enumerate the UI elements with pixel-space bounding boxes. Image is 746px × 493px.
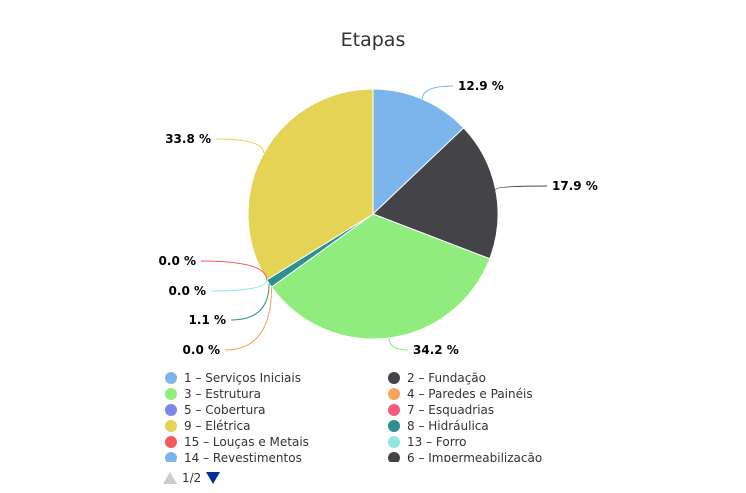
legend-marker-icon (388, 436, 400, 448)
legend-label: 9 – Elétrica (184, 419, 251, 433)
legend-marker-icon (165, 372, 177, 384)
legend-item[interactable]: 2 – Fundação (388, 370, 486, 386)
data-label-9-el-trica: 33.8 % (165, 132, 211, 146)
legend-item[interactable]: 6 – Impermeabilização (388, 450, 542, 462)
legend-item[interactable]: 8 – Hidráulica (388, 418, 489, 434)
connector-15-lou-as-e-metais (200, 260, 268, 280)
legend-marker-icon (165, 436, 177, 448)
pie-slice-3-estrutura[interactable] (270, 213, 491, 340)
legend: 1 – Serviços Iniciais 2 – Fundação 3 – Est… (165, 370, 585, 462)
pie-slice-1-servi-os-iniciais[interactable] (372, 88, 465, 216)
legend-item[interactable]: 14 – Revestimentos (165, 450, 302, 462)
legend-label: 4 – Paredes e Painéis (407, 387, 533, 401)
legend-marker-icon (165, 388, 177, 400)
chart-title: Etapas (341, 29, 406, 51)
legend-marker-icon (388, 420, 400, 432)
legend-item[interactable]: 5 – Cobertura (165, 402, 266, 418)
connector-2-funda-o (495, 185, 548, 191)
legend-item[interactable]: 9 – Elétrica (165, 418, 251, 434)
legend-label: 1 – Serviços Iniciais (184, 371, 301, 385)
legend-label: 15 – Louças e Metais (184, 435, 309, 449)
data-label-1-servi-os-iniciais: 12.9 % (458, 79, 504, 93)
data-label-15-lou-as-e-metais: 0.0 % (159, 254, 196, 268)
legend-label: 6 – Impermeabilização (407, 451, 543, 462)
legend-label: 3 – Estrutura (184, 387, 261, 401)
legend-marker-icon (165, 420, 177, 432)
legend-item[interactable]: 7 – Esquadrias (388, 402, 494, 418)
connector-3-estrutura (388, 337, 409, 351)
legend-label: 8 – Hidráulica (407, 419, 489, 433)
legend-marker-icon (165, 404, 177, 416)
page-down-icon[interactable] (206, 472, 221, 484)
legend-item[interactable]: 4 – Paredes e Painéis (388, 386, 533, 402)
legend-item[interactable]: 13 – Forro (388, 434, 466, 450)
connector-4-paredes-e-pain-is (224, 287, 273, 351)
legend-label: 2 – Fundação (407, 371, 486, 385)
data-label-8-hidr-ulica: 1.1 % (189, 313, 226, 327)
legend-label: 13 – Forro (407, 435, 467, 449)
legend-item[interactable]: 3 – Estrutura (165, 386, 261, 402)
data-label-2-funda-o: 17.9 % (552, 179, 598, 193)
legend-marker-icon (388, 372, 400, 384)
legend-label: 14 – Revestimentos (184, 451, 302, 462)
connector-8-hidr-ulica (230, 283, 270, 321)
pie-slice-9-el-trica[interactable] (247, 88, 374, 281)
legend-marker-icon (388, 404, 400, 416)
connector-9-el-trica (215, 138, 265, 154)
data-label-13-forro: 0.0 % (169, 284, 206, 298)
legend-marker-icon (388, 388, 400, 400)
data-label-4-paredes-e-pain-is: 0.0 % (183, 343, 220, 357)
legend-item[interactable]: 1 – Serviços Iniciais (165, 370, 301, 386)
connector-13-forro (210, 279, 268, 292)
legend-marker-icon (388, 452, 400, 462)
page-indicator: 1/2 (182, 471, 202, 485)
connector-1-servi-os-iniciais (421, 85, 454, 100)
legend-label: 7 – Esquadrias (407, 403, 495, 417)
legend-pager: 1/2 (163, 469, 221, 487)
data-label-3-estrutura: 34.2 % (413, 343, 459, 357)
legend-item[interactable]: 15 – Louças e Metais (165, 434, 309, 450)
legend-marker-icon (165, 452, 177, 462)
page-up-icon[interactable] (163, 472, 177, 484)
legend-label: 5 – Cobertura (184, 403, 266, 417)
